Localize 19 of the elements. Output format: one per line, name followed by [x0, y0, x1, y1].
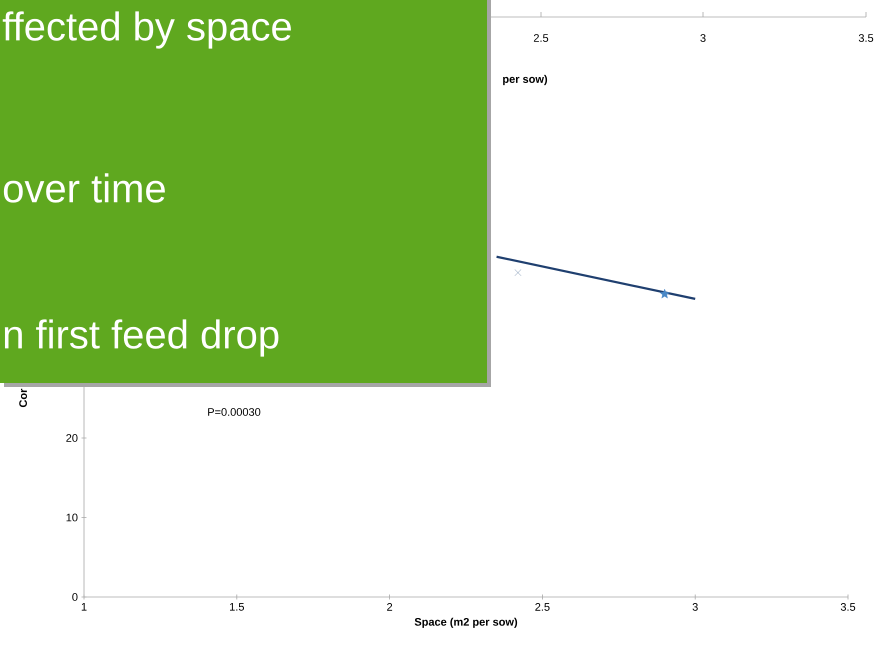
y-tick-label: 0 — [72, 593, 78, 601]
annotation: over time — [4, 173, 165, 203]
y-tick-label: 20 — [66, 434, 78, 442]
text: ffected by space — [2, 11, 291, 49]
x-tick-label: 3 — [692, 603, 698, 611]
x-tick-label: 1 — [82, 603, 87, 611]
annotation: n first feed drop — [4, 319, 278, 357]
x-axis-title: Space (m2 per sow) — [414, 618, 518, 628]
text: 3 — [700, 34, 706, 42]
text: per sow) — [503, 74, 548, 86]
x-tick-label: 2 — [387, 603, 392, 611]
x-tick-label: 1.5 — [230, 603, 244, 611]
y-axis-title: Cor — [19, 388, 27, 408]
x-tick-label: 3.5 — [840, 603, 856, 611]
annotation: P=0.00030 — [208, 408, 260, 416]
y-tick-label: 10 — [66, 514, 78, 522]
text: 3.5 — [858, 34, 874, 42]
text: 2.5 — [534, 34, 548, 42]
x-tick-label: 2.5 — [535, 603, 550, 611]
